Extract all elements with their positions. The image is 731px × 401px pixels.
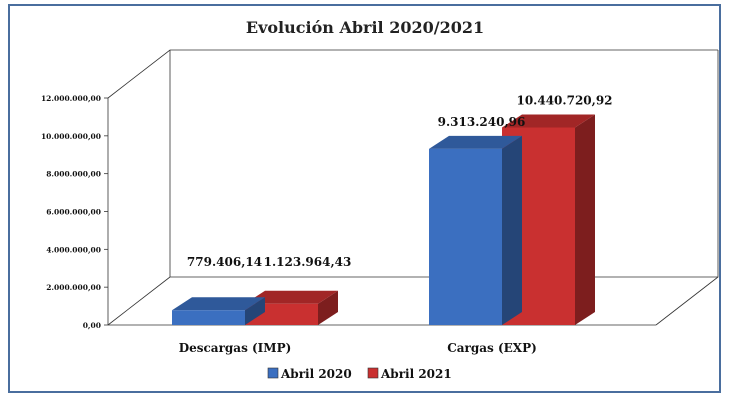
legend-swatch	[267, 367, 279, 379]
plot-walls	[107, 49, 719, 326]
bar-side	[575, 114, 595, 325]
y-tick-label: 10.000.000,00	[41, 132, 101, 141]
back-wall-top	[107, 49, 718, 99]
bar-front	[429, 148, 502, 325]
bars	[172, 114, 595, 325]
bar-top	[502, 114, 595, 128]
bar-top	[429, 135, 522, 149]
bar-top	[245, 290, 338, 304]
x-category-label: Descargas (IMP)	[179, 341, 292, 355]
y-tick-label: 0,00	[83, 321, 101, 330]
bar-abril-2020-0	[172, 297, 265, 325]
y-tick-label: 8.000.000,00	[46, 170, 101, 179]
chart-frame	[8, 4, 721, 393]
data-label: 9.313.240,96	[438, 115, 526, 129]
x-axis: Descargas (IMP) Cargas (EXP)	[179, 341, 537, 355]
floor-right-edge	[655, 276, 719, 326]
y-tick-label: 12.000.000,00	[41, 94, 101, 103]
bar-top	[172, 297, 265, 311]
data-label: 10.440.720,92	[516, 93, 612, 107]
bar-abril-2020-1	[429, 135, 522, 325]
x-category-label: Cargas (EXP)	[447, 341, 537, 355]
bar-side	[245, 297, 265, 325]
data-label: 1.123.964,43	[264, 255, 352, 269]
legend: Abril 2020 Abril 2021	[267, 367, 452, 381]
y-tick-label: 6.000.000,00	[46, 208, 101, 217]
y-tick-label: 2.000.000,00	[46, 283, 101, 292]
y-tick-label: 4.000.000,00	[46, 245, 101, 254]
bar-front	[172, 310, 245, 325]
floor-left-edge	[107, 276, 171, 326]
legend-swatch	[367, 367, 379, 379]
legend-label: Abril 2020	[280, 367, 352, 381]
y-axis: 0,00 2.000.000,00 4.000.000,00 6.000.000,00…	[41, 94, 108, 330]
bar-side	[318, 290, 338, 325]
data-label: 779.406,14	[187, 255, 262, 269]
legend-label: Abril 2021	[380, 367, 452, 381]
chart-title: Evolución Abril 2020/2021	[246, 18, 484, 37]
bar-side	[502, 135, 522, 325]
